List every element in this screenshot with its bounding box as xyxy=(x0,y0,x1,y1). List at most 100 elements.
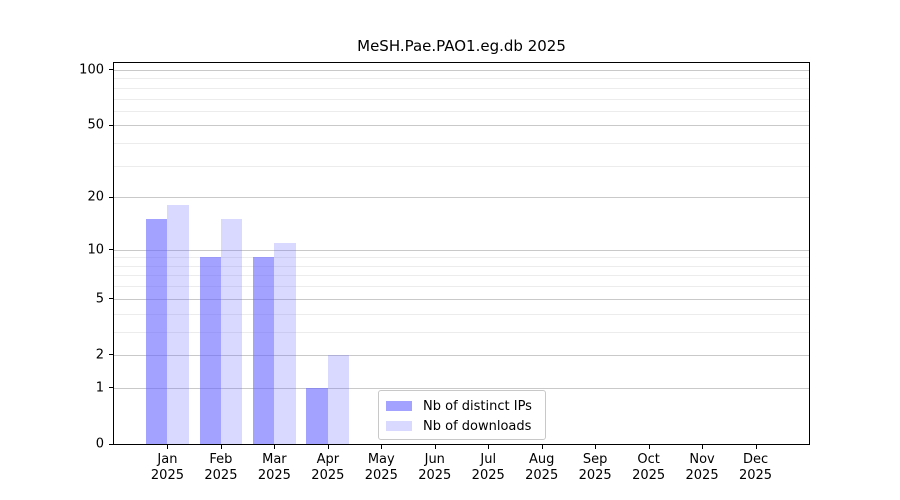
x-tick-label-month: Apr xyxy=(316,452,340,467)
x-tick-label-year: 2025 xyxy=(471,468,505,483)
y-tick-label: 100 xyxy=(79,62,104,78)
gridline-minor xyxy=(114,78,809,80)
x-tick-label-year: 2025 xyxy=(150,468,184,483)
gridline-major xyxy=(114,249,809,251)
y-tick-mark xyxy=(109,443,113,445)
x-tick-label: Mar 2025 xyxy=(242,452,306,484)
y-tick-mark xyxy=(109,354,113,356)
y-tick-label: 5 xyxy=(95,291,104,307)
gridline-minor xyxy=(114,265,809,267)
y-tick-label: 2 xyxy=(95,347,104,363)
y-tick-mark xyxy=(109,196,113,198)
x-tick-label-year: 2025 xyxy=(364,468,398,483)
x-tick-label-month: Mar xyxy=(262,452,287,467)
x-tick-label-month: Feb xyxy=(209,452,233,467)
x-tick-label-month: Jun xyxy=(424,452,445,467)
gridline-minor xyxy=(114,275,809,277)
x-tick-mark xyxy=(541,445,543,449)
y-tick-mark xyxy=(109,298,113,300)
gridline-major xyxy=(114,298,809,300)
legend-label: Nb of downloads xyxy=(423,418,532,434)
gridline-minor xyxy=(114,165,809,167)
bar-downloads-mar xyxy=(274,242,296,444)
y-tick-mark xyxy=(109,387,113,389)
x-tick-label-year: 2025 xyxy=(525,468,559,483)
gridline-minor xyxy=(114,98,809,100)
legend-label: Nb of distinct IPs xyxy=(423,398,532,414)
legend-swatch-downloads xyxy=(386,421,412,431)
legend-swatch-distinct-ips xyxy=(386,401,412,411)
x-tick-label: May 2025 xyxy=(349,452,413,484)
y-tick-mark xyxy=(109,249,113,251)
x-tick-label-year: 2025 xyxy=(418,468,452,483)
gridline-minor xyxy=(114,331,809,333)
x-tick-mark xyxy=(648,445,650,449)
x-tick-mark xyxy=(595,445,597,449)
legend-entry-distinct-ips: Nb of distinct IPs xyxy=(386,396,537,416)
x-tick-label-month: Oct xyxy=(637,452,660,467)
plot-area xyxy=(113,62,810,445)
x-tick-label-month: Jul xyxy=(480,452,497,467)
bar-distinct-ips-mar xyxy=(253,257,275,444)
x-tick-label-month: May xyxy=(367,452,395,467)
gridline-minor xyxy=(114,110,809,112)
x-tick-label-year: 2025 xyxy=(257,468,291,483)
x-tick-label-year: 2025 xyxy=(632,468,666,483)
x-tick-label-year: 2025 xyxy=(685,468,719,483)
x-tick-mark xyxy=(434,445,436,449)
x-tick-mark xyxy=(702,445,704,449)
y-tick-mark xyxy=(109,124,113,126)
x-tick-label: Jul 2025 xyxy=(456,452,520,484)
x-tick-label: Jan 2025 xyxy=(135,452,199,484)
gridline-minor xyxy=(114,87,809,89)
x-tick-label: Aug 2025 xyxy=(510,452,574,484)
y-tick-label: 50 xyxy=(87,117,104,133)
gridline-major xyxy=(114,387,809,389)
x-tick-label-year: 2025 xyxy=(578,468,612,483)
x-tick-label: Feb 2025 xyxy=(189,452,253,484)
gridline-major xyxy=(114,125,809,127)
x-tick-label-month: Jan xyxy=(157,452,178,467)
x-tick-label: Sep 2025 xyxy=(563,452,627,484)
gridline-major xyxy=(114,354,809,356)
y-tick-label: 0 xyxy=(95,436,104,452)
x-tick-mark xyxy=(488,445,490,449)
bar-distinct-ips-jan xyxy=(146,219,168,444)
gridline-minor xyxy=(114,286,809,288)
x-tick-mark xyxy=(274,445,276,449)
y-tick-label: 20 xyxy=(87,189,104,205)
gridline-major xyxy=(114,197,809,199)
y-tick-label: 1 xyxy=(95,380,104,396)
x-tick-label-year: 2025 xyxy=(311,468,345,483)
bar-downloads-jan xyxy=(167,205,189,444)
bar-downloads-apr xyxy=(327,354,350,444)
x-tick-label: Nov 2025 xyxy=(670,452,734,484)
bar-distinct-ips-apr xyxy=(306,387,328,444)
x-tick-label-month: Dec xyxy=(742,452,769,467)
gridline-minor xyxy=(114,313,809,315)
x-tick-label-year: 2025 xyxy=(204,468,238,483)
bar-downloads-feb xyxy=(220,219,243,444)
x-tick-label-year: 2025 xyxy=(738,468,773,483)
x-tick-label: Apr 2025 xyxy=(296,452,360,484)
chart-title: MeSH.Pae.PAO1.eg.db 2025 xyxy=(357,37,566,55)
x-tick-label-month: Aug xyxy=(528,452,555,467)
legend: Nb of distinct IPs Nb of downloads xyxy=(378,390,546,440)
y-tick-mark xyxy=(109,69,113,71)
x-tick-label-month: Nov xyxy=(689,452,715,467)
x-tick-mark xyxy=(220,445,222,449)
plot-inner xyxy=(114,63,809,444)
x-tick-label: Oct 2025 xyxy=(617,452,681,484)
legend-entry-downloads: Nb of downloads xyxy=(386,416,537,436)
x-tick-mark xyxy=(167,445,169,449)
y-tick-label: 10 xyxy=(87,242,104,258)
x-tick-mark xyxy=(755,445,757,449)
x-tick-label: Jun 2025 xyxy=(403,452,467,484)
x-tick-label-month: Sep xyxy=(582,452,608,467)
x-tick-label: Dec 2025 xyxy=(724,452,788,484)
gridline-minor xyxy=(114,143,809,145)
x-tick-mark xyxy=(381,445,383,449)
gridline-major xyxy=(114,69,809,71)
gridline-minor xyxy=(114,257,809,259)
